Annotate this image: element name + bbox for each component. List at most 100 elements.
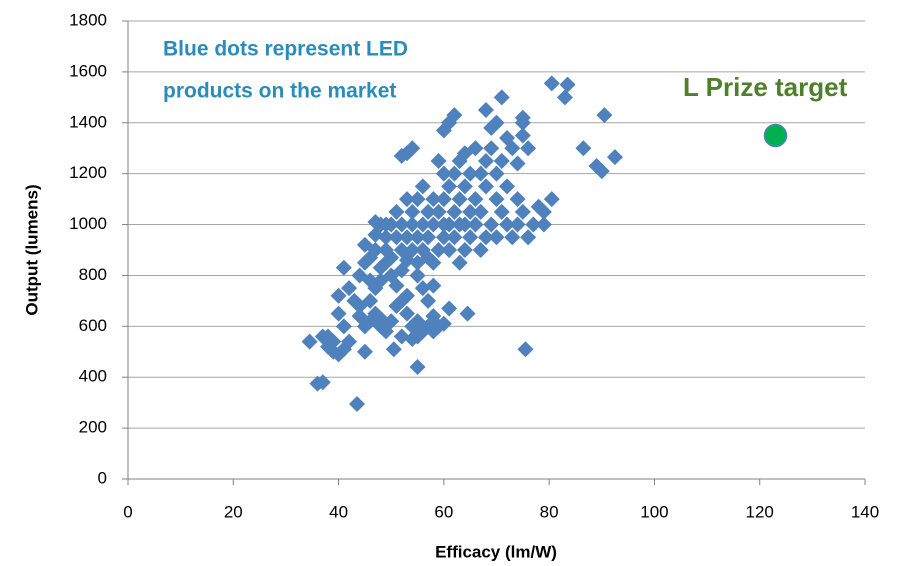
data-point bbox=[467, 216, 484, 233]
data-point bbox=[477, 229, 494, 246]
data-point bbox=[430, 203, 447, 220]
y-tick-label: 400 bbox=[79, 367, 107, 386]
data-point bbox=[356, 343, 373, 360]
data-point bbox=[477, 178, 494, 195]
data-point bbox=[477, 102, 494, 119]
data-point bbox=[472, 242, 489, 258]
data-point bbox=[456, 242, 473, 258]
y-axis-title: Output (lumens) bbox=[22, 184, 41, 315]
data-point bbox=[446, 165, 463, 182]
data-point bbox=[606, 149, 623, 166]
y-tick-label: 1800 bbox=[69, 10, 107, 29]
data-point bbox=[399, 229, 416, 246]
data-point bbox=[404, 203, 421, 220]
data-point bbox=[335, 259, 352, 276]
data-point bbox=[409, 313, 426, 330]
data-point bbox=[404, 216, 421, 233]
data-point bbox=[393, 216, 410, 233]
y-tick-label: 0 bbox=[98, 468, 107, 487]
data-point bbox=[409, 191, 426, 208]
data-point bbox=[367, 242, 384, 258]
data-point bbox=[425, 277, 442, 294]
data-point bbox=[488, 191, 505, 208]
data-point bbox=[441, 216, 458, 233]
data-point bbox=[414, 216, 431, 233]
data-point bbox=[420, 203, 437, 220]
annotation: Blue dots represent LED bbox=[163, 38, 408, 61]
data-point bbox=[388, 229, 405, 246]
data-point bbox=[414, 178, 431, 195]
data-point bbox=[425, 254, 442, 271]
x-tick-label: 100 bbox=[640, 502, 668, 521]
data-point bbox=[409, 229, 426, 246]
data-point bbox=[509, 155, 526, 172]
data-point bbox=[535, 203, 552, 220]
data-point bbox=[383, 313, 400, 330]
data-point bbox=[399, 305, 416, 322]
data-point bbox=[517, 341, 534, 358]
data-point bbox=[575, 140, 592, 157]
data-point bbox=[483, 216, 500, 233]
x-axis-title: Efficacy (lm/W) bbox=[435, 542, 557, 561]
data-point bbox=[348, 395, 365, 412]
data-point bbox=[462, 229, 479, 246]
data-point bbox=[435, 191, 452, 208]
data-point bbox=[301, 333, 318, 350]
data-point bbox=[459, 305, 476, 322]
data-point bbox=[351, 297, 368, 314]
data-point bbox=[596, 107, 613, 124]
data-point bbox=[483, 140, 500, 157]
data-point bbox=[435, 165, 452, 182]
y-tick-label: 800 bbox=[79, 265, 107, 284]
data-point bbox=[514, 127, 531, 144]
y-tick-label: 1000 bbox=[69, 214, 107, 233]
data-point bbox=[446, 229, 463, 246]
data-point bbox=[367, 214, 384, 231]
data-point bbox=[499, 178, 516, 195]
data-point bbox=[330, 287, 347, 304]
x-tick-label: 60 bbox=[434, 502, 453, 521]
data-point bbox=[488, 229, 505, 246]
x-tick-label: 80 bbox=[540, 502, 559, 521]
data-point bbox=[388, 277, 405, 294]
data-point bbox=[462, 165, 479, 182]
data-point bbox=[535, 216, 552, 233]
data-point bbox=[499, 216, 516, 233]
data-point bbox=[393, 328, 410, 345]
data-point bbox=[559, 76, 576, 93]
data-point bbox=[472, 203, 489, 220]
annotation: products on the market bbox=[163, 80, 396, 103]
x-tick-label: 120 bbox=[746, 502, 774, 521]
data-point bbox=[467, 191, 484, 208]
data-point bbox=[472, 165, 489, 182]
annotation: L Prize target bbox=[683, 72, 848, 102]
data-point bbox=[514, 203, 531, 220]
data-point bbox=[399, 287, 416, 304]
data-point bbox=[446, 107, 463, 124]
data-point bbox=[425, 191, 442, 208]
data-point bbox=[420, 229, 437, 246]
data-point bbox=[430, 152, 447, 169]
data-point bbox=[493, 89, 510, 106]
data-point bbox=[430, 242, 447, 258]
data-point bbox=[509, 191, 526, 208]
data-point bbox=[509, 216, 526, 233]
data-point bbox=[520, 140, 537, 157]
y-tick-label: 600 bbox=[79, 316, 107, 335]
x-tick-label: 140 bbox=[851, 502, 879, 521]
data-point bbox=[341, 280, 358, 297]
data-point bbox=[404, 242, 421, 258]
data-point bbox=[385, 341, 402, 358]
data-point bbox=[435, 229, 452, 246]
data-point bbox=[377, 229, 394, 246]
data-point bbox=[504, 229, 521, 246]
data-point bbox=[451, 191, 468, 208]
y-tick-label: 1200 bbox=[69, 163, 107, 182]
data-point bbox=[493, 152, 510, 169]
data-point bbox=[388, 203, 405, 220]
x-tick-label: 20 bbox=[224, 502, 243, 521]
data-point bbox=[441, 178, 458, 195]
data-point bbox=[409, 359, 426, 376]
data-point bbox=[456, 178, 473, 195]
